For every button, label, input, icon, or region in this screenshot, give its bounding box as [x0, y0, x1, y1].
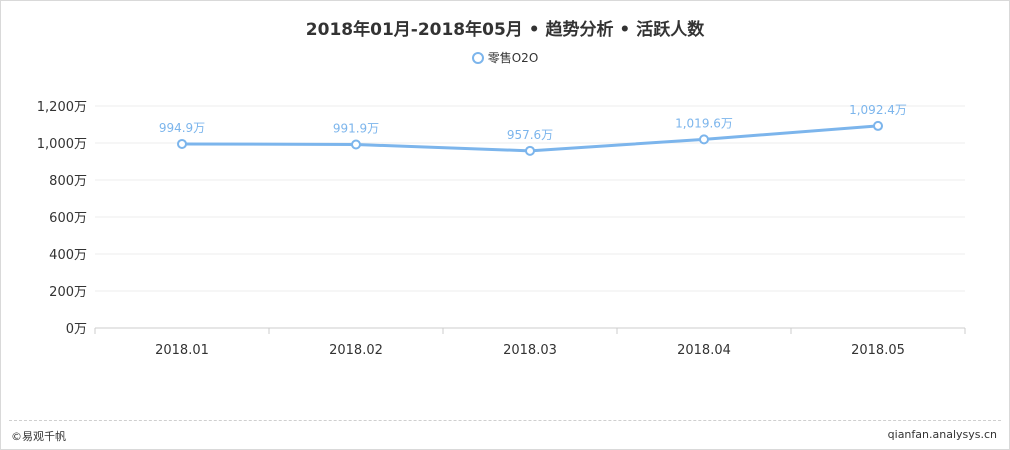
y-tick-label: 600万 — [49, 211, 87, 226]
y-tick-label: 200万 — [49, 285, 87, 300]
data-label: 994.9万 — [159, 121, 205, 135]
x-tick-label: 2018.05 — [851, 343, 905, 358]
data-point — [699, 134, 709, 145]
y-tick-label: 1,000万 — [37, 137, 87, 152]
y-tick-label: 1,200万 — [37, 100, 87, 115]
data-label: 991.9万 — [333, 121, 379, 135]
data-label: 957.6万 — [507, 128, 553, 142]
data-label: 1,019.6万 — [675, 116, 733, 130]
y-tick-label: 800万 — [49, 174, 87, 189]
chart-title: 2018年01月-2018年05月 • 趋势分析 • 活跃人数 — [305, 20, 705, 40]
series-retail-o2o: 994.9万 991.9万 957.6万 1,019.6万 1,092.4万 — [159, 103, 907, 156]
footer-site: qianfan.analysys.cn — [887, 428, 997, 441]
x-tick-label: 2018.01 — [155, 343, 209, 358]
y-tick-label: 400万 — [49, 248, 87, 263]
x-tick-label: 2018.02 — [329, 343, 383, 358]
x-tick-label: 2018.04 — [677, 343, 731, 358]
footer-copyright: ©易观千帆 — [11, 430, 66, 443]
data-label: 1,092.4万 — [849, 103, 907, 117]
data-point — [177, 138, 187, 149]
chart-legend: 零售O2O — [1, 49, 1009, 67]
legend-marker-icon — [471, 51, 484, 64]
data-point — [873, 120, 883, 131]
x-tick-label: 2018.03 — [503, 343, 557, 358]
grid-lines — [95, 105, 965, 292]
data-point — [351, 139, 361, 150]
legend-label: 零售O2O — [487, 51, 539, 65]
y-axis: 0万 200万 400万 600万 800万 1,000万 1,200万 — [37, 100, 87, 337]
y-tick-label: 0万 — [66, 322, 87, 337]
data-point — [525, 145, 535, 156]
x-axis: 2018.01 2018.02 2018.03 2018.04 2018.05 — [94, 327, 966, 358]
footer-divider — [9, 420, 1001, 421]
legend-item-retail-o2o[interactable]: 零售O2O — [471, 49, 539, 66]
